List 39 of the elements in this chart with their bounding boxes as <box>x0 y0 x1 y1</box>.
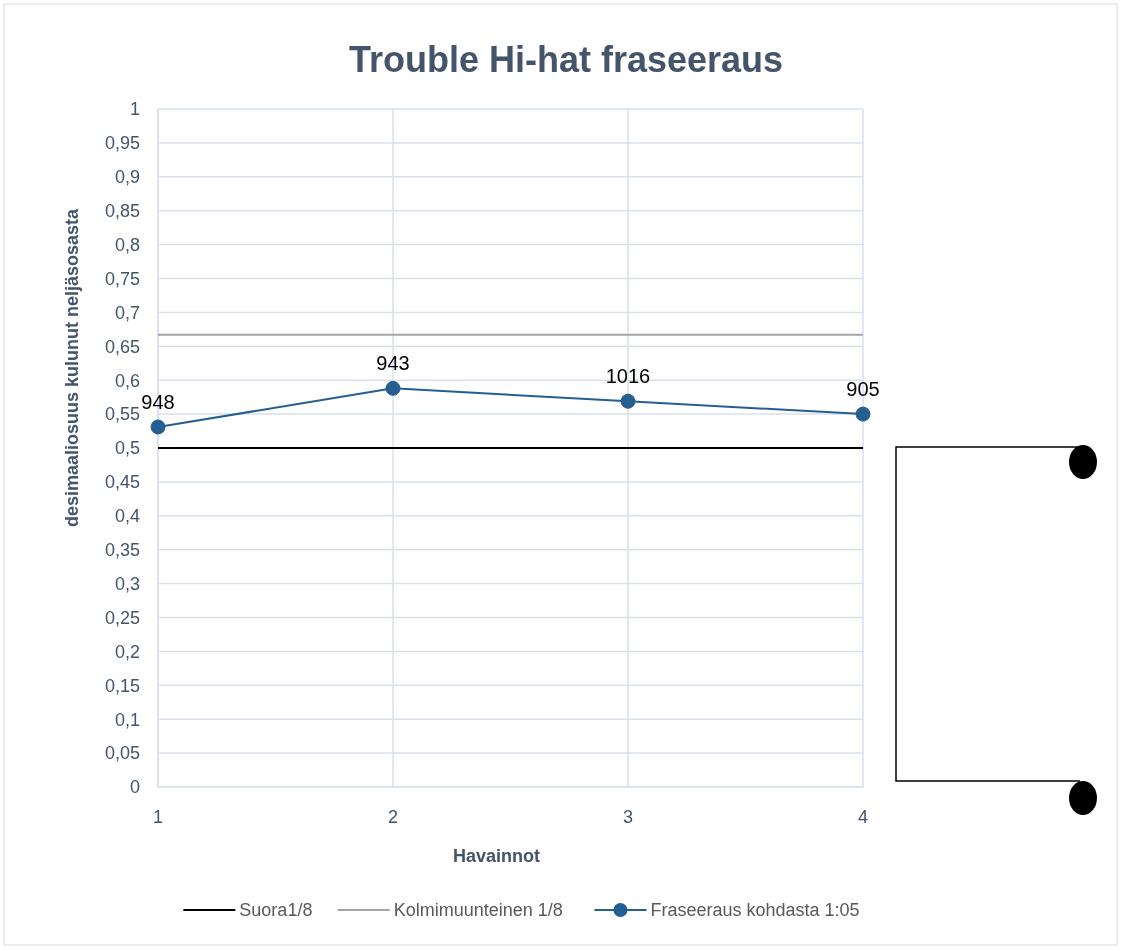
y-tick-label: 0,65 <box>104 336 140 357</box>
point <box>385 380 401 396</box>
y-tick-label: 0,15 <box>104 675 140 696</box>
chart-title: Trouble Hi-hat fraseeraus <box>348 39 784 80</box>
y-tick-label: 0,05 <box>104 743 140 764</box>
y-tick-label: 0,75 <box>104 268 140 289</box>
annotation: 948 <box>141 390 175 413</box>
point <box>855 406 871 422</box>
legend-label: Suora1/8 <box>239 900 313 921</box>
annotation: 1016 <box>605 365 651 388</box>
y-tick-label: 0,35 <box>104 540 140 560</box>
y-tick-label: 0,25 <box>104 607 140 628</box>
y-tick-label: 0 <box>129 777 140 798</box>
x-axis-title: Havainnot <box>452 846 541 866</box>
x-tick-label: 4 <box>857 807 869 827</box>
annotation: 943 <box>376 352 410 375</box>
x-tick-label: 1 <box>152 807 164 827</box>
y-tick-label: 0,4 <box>114 506 140 527</box>
y-tick-label: 0,7 <box>114 302 140 323</box>
annotation: 905 <box>846 378 880 401</box>
y-tick-label: 0,8 <box>114 234 140 255</box>
y-tick-label: 0,6 <box>114 370 140 391</box>
y-axis-title: desimaaliosuus kulunut neljäsosasta <box>62 207 82 528</box>
y-tick-label: 0,5 <box>114 438 140 459</box>
y-tick-label: 0,85 <box>104 201 140 221</box>
y-tick-label: 0,1 <box>114 709 140 730</box>
y-tick-label: 0,55 <box>104 404 140 425</box>
legend-label: Fraseeraus kohdasta 1:05 <box>650 900 860 921</box>
y-tick-label: 0,2 <box>114 641 140 662</box>
y-tick-label: 1 <box>129 99 140 120</box>
x-tick-label: 3 <box>622 807 634 827</box>
y-tick-label: 0,9 <box>114 167 140 188</box>
point <box>620 393 636 409</box>
y-tick-label: 0,3 <box>114 573 140 594</box>
legend-label: Kolmimuunteinen 1/8 <box>393 900 563 921</box>
y-tick-label: 0,45 <box>104 472 140 493</box>
y-tick-label: 0,95 <box>104 133 140 154</box>
x-tick-label: 2 <box>387 807 399 827</box>
point <box>150 419 166 435</box>
